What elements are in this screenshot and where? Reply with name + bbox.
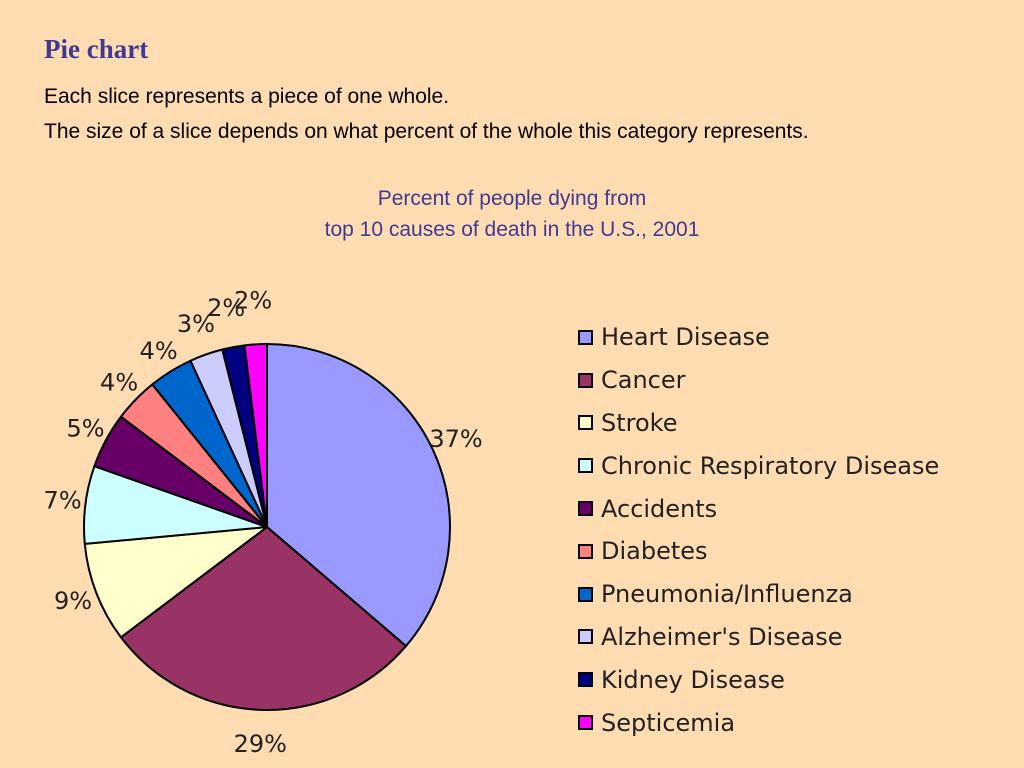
legend-item-stroke: Stroke [578, 402, 939, 445]
body-text-line-1: Each slice represents a piece of one who… [44, 85, 450, 108]
legend-swatch-chronic-respiratory-disease [578, 458, 593, 474]
legend-label-accidents: Accidents [601, 494, 718, 523]
pie-label-kidney-disease: 2% [207, 294, 245, 322]
pie-label-cancer: 29% [234, 730, 287, 758]
legend-label-pneumonia-influenza: Pneumonia/Influenza [601, 580, 853, 609]
pie-label-stroke: 9% [54, 587, 92, 615]
legend-item-pneumonia-influenza: Pneumonia/Influenza [578, 573, 939, 616]
pie-label-alzheimer-s-disease: 3% [177, 310, 215, 338]
legend-swatch-cancer [578, 372, 593, 388]
legend-swatch-kidney-disease [578, 672, 593, 688]
pie-label-accidents: 5% [66, 415, 104, 443]
legend-label-chronic-respiratory-disease: Chronic Respiratory Disease [601, 451, 940, 480]
legend-item-heart-disease: Heart Disease [578, 316, 939, 359]
pie-slice-stroke [83, 526, 268, 639]
legend-swatch-accidents [578, 501, 593, 517]
pie-slice-septicemia [243, 343, 268, 528]
chart-subtitle: top 10 causes of death in the U.S., 2001 [324, 218, 700, 241]
pie-label-pneumonia-influenza: 4% [140, 337, 178, 365]
legend-swatch-diabetes [578, 543, 593, 559]
legend-swatch-septicemia [578, 715, 593, 731]
legend-swatch-alzheimer-s-disease [578, 629, 593, 645]
legend-label-kidney-disease: Kidney Disease [601, 665, 785, 694]
legend-item-cancer: Cancer [578, 359, 939, 402]
legend-item-accidents: Accidents [578, 487, 939, 530]
legend-swatch-heart-disease [578, 329, 593, 345]
legend-item-chronic-respiratory-disease: Chronic Respiratory Disease [578, 444, 939, 487]
pie-slice-cancer [119, 526, 407, 711]
chart-title-block: Percent of people dying from top 10 caus… [0, 183, 1024, 245]
pie-labels: 37%29%9%7%5%4%4%3%2%2% [44, 286, 483, 758]
legend-label-heart-disease: Heart Disease [601, 323, 770, 352]
legend-label-cancer: Cancer [601, 366, 686, 395]
legend-label-diabetes: Diabetes [601, 537, 708, 566]
legend-swatch-pneumonia-influenza [578, 586, 593, 602]
legend-item-diabetes: Diabetes [578, 530, 939, 573]
legend-label-septicemia: Septicemia [601, 708, 736, 737]
pie-label-diabetes: 4% [100, 369, 138, 397]
legend-item-alzheimer-s-disease: Alzheimer's Disease [578, 616, 939, 659]
legend-label-stroke: Stroke [601, 408, 678, 437]
legend-item-septicemia: Septicemia [578, 701, 939, 744]
pie-label-heart-disease: 37% [429, 425, 482, 453]
slide-title: Pie chart [44, 34, 149, 64]
pie-slice-heart-disease [266, 343, 451, 648]
chart-legend: Heart Disease Cancer Stroke Chronic Respira… [578, 316, 939, 744]
body-text-line-2: The size of a slice depends on what perc… [44, 120, 809, 143]
legend-swatch-stroke [578, 415, 593, 431]
pie-slices [83, 343, 451, 711]
legend-item-kidney-disease: Kidney Disease [578, 658, 939, 701]
legend-label-alzheimer-s-disease: Alzheimer's Disease [601, 622, 843, 651]
pie-label-septicemia: 2% [234, 286, 272, 314]
chart-title: Percent of people dying from [377, 187, 647, 210]
pie-label-chronic-respiratory-disease: 7% [44, 487, 82, 515]
